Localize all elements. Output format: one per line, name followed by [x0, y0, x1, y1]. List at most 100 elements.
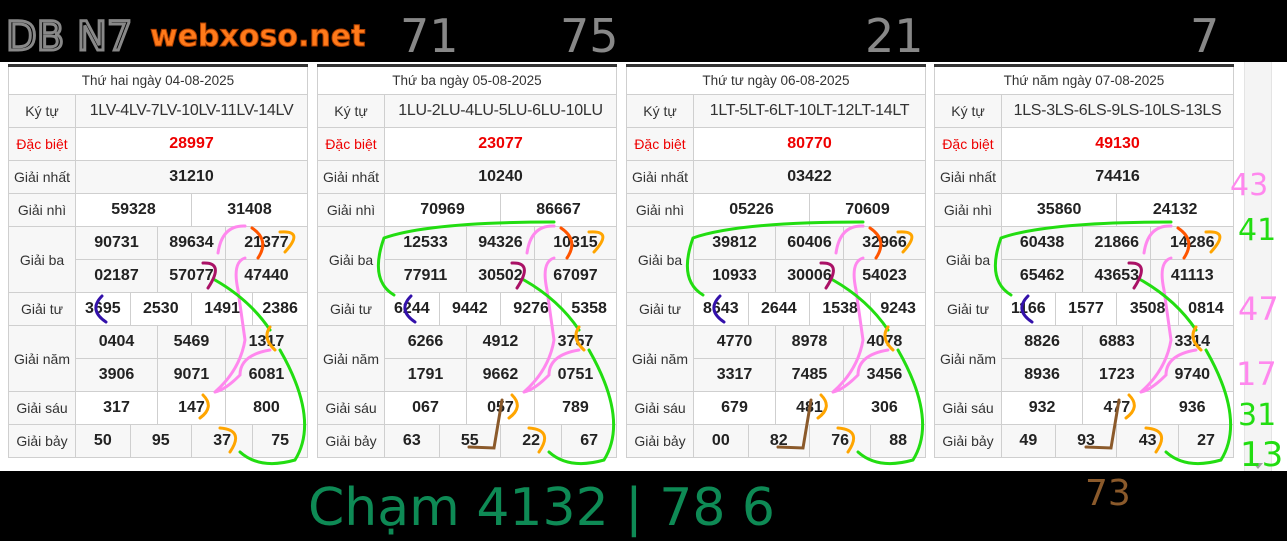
fourth-prize: 1577 — [1054, 292, 1118, 326]
fourth-prize: 9276 — [499, 292, 563, 326]
scroll-down-arrow-icon[interactable] — [1253, 463, 1263, 469]
fourth-prize: 1491 — [190, 292, 254, 326]
seventh-prize: 43 — [1116, 424, 1179, 458]
seventh-prize: 37 — [190, 424, 254, 458]
second-prize: 05226 — [693, 193, 810, 227]
fifth-prize: 4912 — [465, 325, 535, 359]
sixth-prize: 481 — [774, 391, 844, 425]
fourth-prize: 2386 — [252, 292, 308, 326]
row-label: Giải nhất — [317, 160, 385, 194]
fifth-prize: 6266 — [384, 325, 467, 359]
first-prize: 74416 — [1001, 160, 1234, 194]
row-label: Giải sáu — [626, 391, 694, 425]
fifth-prize: 8978 — [774, 325, 844, 359]
seventh-prize: 63 — [384, 424, 440, 458]
fifth-prize: 6883 — [1082, 325, 1152, 359]
third-prize: 30502 — [465, 259, 535, 293]
third-prize: 41113 — [1150, 259, 1234, 293]
row-label: Giải năm — [317, 325, 385, 392]
grey-note: 7 — [1190, 9, 1219, 63]
fourth-prize: 2530 — [129, 292, 192, 326]
sixth-prize: 317 — [75, 391, 158, 425]
sixth-prize: 147 — [156, 391, 226, 425]
fifth-prize: 6081 — [224, 358, 309, 392]
row-label: Giải sáu — [317, 391, 385, 425]
fourth-prize: 1166 — [1001, 292, 1056, 326]
seventh-prize: 49 — [1001, 424, 1056, 458]
fifth-prize: 4078 — [842, 325, 927, 359]
row-label: Giải ba — [317, 226, 385, 293]
seventh-prize: 55 — [438, 424, 501, 458]
sixth-prize: 800 — [224, 391, 309, 425]
fifth-prize: 9662 — [465, 358, 535, 392]
fifth-prize: 7485 — [774, 358, 844, 392]
row-label: Đặc biệt — [934, 127, 1002, 161]
row-label: Đặc biệt — [626, 127, 694, 161]
third-prize: 43653 — [1082, 259, 1152, 293]
third-prize: 12533 — [384, 226, 467, 260]
kytu-value: 1LU-2LU-4LU-5LU-6LU-10LU — [384, 94, 617, 128]
third-prize: 21377 — [224, 226, 309, 260]
special-prize: 23077 — [384, 127, 617, 161]
fifth-prize: 1723 — [1082, 358, 1152, 392]
third-prize: 02187 — [75, 259, 158, 293]
fifth-prize: 0404 — [75, 325, 158, 359]
row-label: Giải nhất — [934, 160, 1002, 194]
table-title: Thứ hai ngày 04-08-2025 — [8, 65, 308, 95]
fourth-prize: 5358 — [561, 292, 617, 326]
third-prize: 90731 — [75, 226, 158, 260]
second-prize: 35860 — [1000, 193, 1118, 227]
kytu-value: 1LV-4LV-7LV-10LV-11LV-14LV — [75, 94, 308, 128]
seventh-prize: 76 — [808, 424, 872, 458]
fifth-prize: 5469 — [156, 325, 226, 359]
fifth-prize: 4770 — [693, 325, 776, 359]
fifth-prize: 1791 — [384, 358, 467, 392]
special-prize: 28997 — [75, 127, 308, 161]
row-label: Giải tư — [8, 292, 76, 326]
result-table-day-4: Thứ năm ngày 07-08-2025 Ký tự 1LS-3LS-6LS-… — [934, 64, 1235, 458]
sixth-prize: 306 — [842, 391, 927, 425]
sixth-prize: 057 — [465, 391, 535, 425]
third-prize: 65462 — [1000, 259, 1084, 293]
third-prize: 94326 — [465, 226, 535, 260]
third-prize: 32966 — [842, 226, 927, 260]
fourth-prize: 9243 — [870, 292, 926, 326]
scrollbar[interactable] — [1244, 62, 1272, 471]
row-label: Giải ba — [8, 226, 76, 293]
fourth-prize: 8643 — [693, 292, 749, 326]
first-prize: 10240 — [384, 160, 617, 194]
fifth-prize: 3757 — [533, 325, 618, 359]
kytu-value: 1LT-5LT-6LT-10LT-12LT-14LT — [693, 94, 926, 128]
grey-note: 75 — [560, 9, 619, 63]
row-label: Giải nhất — [626, 160, 694, 194]
table-title: Thứ năm ngày 07-08-2025 — [934, 65, 1234, 95]
fourth-prize: 3695 — [75, 292, 131, 326]
second-prize: 24132 — [1116, 193, 1234, 227]
seventh-prize: 50 — [75, 424, 131, 458]
second-prize: 59328 — [75, 193, 192, 227]
table-title: Thứ ba ngày 05-08-2025 — [317, 65, 617, 95]
row-label: Giải năm — [8, 325, 76, 392]
seventh-prize: 82 — [747, 424, 810, 458]
row-label: Giải năm — [626, 325, 694, 392]
fourth-prize: 0814 — [1177, 292, 1235, 326]
fifth-prize: 9740 — [1150, 358, 1234, 392]
third-prize: 60406 — [774, 226, 844, 260]
row-label: Giải nhì — [8, 193, 76, 227]
fourth-prize: 2644 — [747, 292, 810, 326]
row-label: Giải nhất — [8, 160, 76, 194]
sixth-prize: 679 — [693, 391, 776, 425]
fifth-prize: 0751 — [533, 358, 618, 392]
fifth-prize: 9071 — [156, 358, 226, 392]
first-prize: 31210 — [75, 160, 308, 194]
second-prize: 86667 — [499, 193, 618, 227]
row-label: Giải ba — [626, 226, 694, 293]
row-label: Giải bảy — [934, 424, 1002, 458]
row-label: Đặc biệt — [8, 127, 76, 161]
row-label: Giải bảy — [8, 424, 76, 458]
seventh-prize: 27 — [1177, 424, 1235, 458]
third-prize: 54023 — [842, 259, 927, 293]
fourth-prize: 9442 — [438, 292, 501, 326]
sixth-prize: 067 — [384, 391, 467, 425]
grey-note: 21 — [865, 9, 924, 63]
